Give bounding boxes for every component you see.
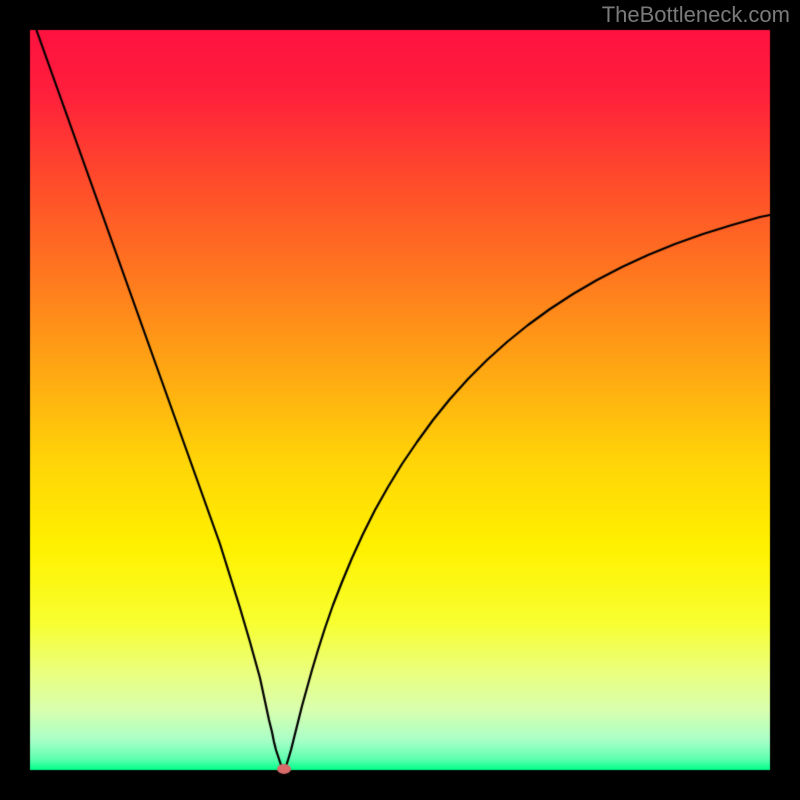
chart-container: TheBottleneck.com xyxy=(0,0,800,800)
watermark-text: TheBottleneck.com xyxy=(602,2,790,28)
chart-canvas xyxy=(0,0,800,800)
